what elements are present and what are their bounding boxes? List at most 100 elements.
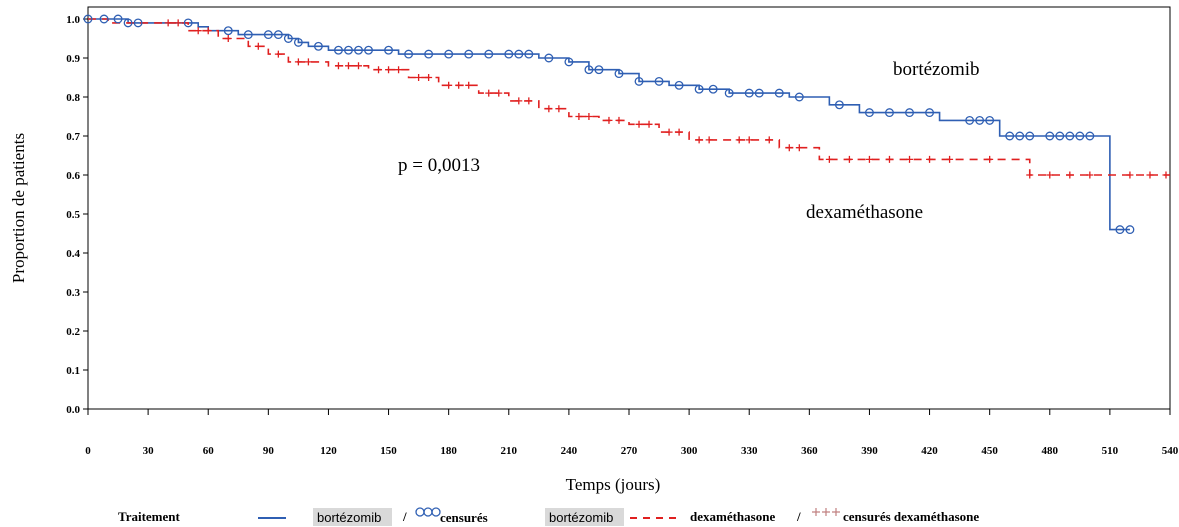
bortezomib-censor-marker bbox=[1015, 131, 1025, 141]
bortezomib-censor-marker bbox=[1005, 131, 1015, 141]
dexamethasone-censor-marker bbox=[705, 136, 713, 144]
dexamethasone-censor-marker bbox=[294, 58, 302, 66]
y-tick-label: 1.0 bbox=[66, 14, 80, 26]
bortezomib-censor-marker bbox=[925, 108, 935, 118]
x-tick-label: 480 bbox=[1042, 445, 1059, 457]
dexamethasone-censor-marker bbox=[555, 105, 563, 113]
dexamethasone-censor-marker bbox=[825, 155, 833, 163]
dexamethasone-censor-marker bbox=[575, 113, 583, 120]
x-tick-label: 180 bbox=[440, 445, 457, 457]
bortezomib-censor-marker bbox=[354, 45, 363, 55]
series-layer bbox=[88, 18, 1170, 231]
bortezomib-censor-marker bbox=[123, 18, 133, 28]
p-value-annotation: p = 0,0013 bbox=[398, 155, 480, 176]
dexamethasone-censor-marker bbox=[545, 105, 553, 113]
legend-circle-icons bbox=[415, 507, 441, 517]
legend: Traitement bortézomib / censurés bortézo… bbox=[118, 507, 979, 526]
x-tick-label: 0 bbox=[85, 445, 91, 457]
dexamethasone-censor-marker bbox=[515, 97, 523, 105]
dexamethasone-censor-marker bbox=[906, 155, 914, 163]
dexamethasone-censor-marker bbox=[194, 27, 202, 35]
dexamethasone-annotation: dexaméthasone bbox=[806, 202, 923, 223]
legend-dexamethasone-label: dexaméthasone bbox=[690, 509, 775, 524]
dexamethasone-censor-marker bbox=[395, 66, 403, 74]
bortezomib-censor-marker bbox=[905, 108, 914, 118]
dexamethasone-censor-marker bbox=[845, 155, 853, 163]
dexamethasone-censor-marker bbox=[1146, 171, 1154, 179]
bortezomib-censor-marker bbox=[975, 115, 985, 125]
bortezomib-censor-marker bbox=[283, 34, 293, 43]
y-tick-label: 0.6 bbox=[66, 170, 80, 182]
bortezomib-censor-marker bbox=[344, 45, 353, 55]
bortezomib-censor-marker bbox=[864, 108, 874, 118]
dexamethasone-censor-marker bbox=[344, 62, 352, 70]
bortezomib-censor-marker bbox=[133, 18, 143, 28]
bortezomib-censor-marker bbox=[384, 45, 394, 55]
dexamethasone-censor-marker bbox=[485, 89, 493, 97]
dexamethasone-curve bbox=[88, 18, 1170, 176]
legend-censored-label: censurés bbox=[440, 510, 488, 525]
bortezomib-censor-marker bbox=[744, 88, 754, 98]
bortezomib-censor-marker bbox=[504, 49, 514, 59]
bortezomib-censor-marker bbox=[634, 76, 644, 86]
dexamethasone-censor-marker bbox=[885, 155, 893, 163]
dexamethasone-censor-marker bbox=[675, 128, 683, 136]
bortezomib-censor-marker bbox=[273, 30, 283, 40]
x-tick-label: 450 bbox=[981, 445, 998, 457]
bortezomib-censor-marker bbox=[243, 30, 253, 40]
dexamethasone-censor-marker bbox=[415, 74, 423, 81]
bortezomib-censor-marker bbox=[544, 53, 554, 63]
legend-circle-icon bbox=[415, 507, 425, 517]
dexamethasone-censor-marker bbox=[495, 89, 503, 97]
dexamethasone-censor-marker bbox=[615, 116, 623, 124]
x-tick-label: 270 bbox=[621, 445, 638, 457]
dexamethasone-censor-marker bbox=[585, 113, 593, 120]
dexamethasone-censor-marker bbox=[385, 66, 393, 74]
y-tick-label: 0.7 bbox=[66, 131, 80, 143]
legend-title: Traitement bbox=[118, 509, 181, 524]
bortezomib-censor-marker bbox=[263, 30, 273, 40]
x-tick-label: 390 bbox=[861, 445, 878, 457]
y-tick-label: 0.1 bbox=[66, 365, 80, 377]
bortezomib-censor-marker bbox=[674, 80, 684, 90]
x-tick-label: 240 bbox=[561, 445, 578, 457]
x-tick-label: 420 bbox=[921, 445, 938, 457]
dexamethasone-censor-marker bbox=[375, 66, 383, 74]
bortezomib-censor-marker bbox=[223, 26, 233, 36]
x-tick-label: 360 bbox=[801, 445, 818, 457]
dexamethasone-censor-marker bbox=[254, 42, 262, 50]
dexamethasone-censor-marker bbox=[926, 155, 934, 163]
y-tick-label: 0.5 bbox=[66, 209, 80, 221]
dexamethasone-censor-marker bbox=[1066, 171, 1074, 179]
legend-plus-icon bbox=[832, 508, 840, 516]
dexamethasone-censor-marker bbox=[334, 62, 342, 70]
bortezomib-censor-marker bbox=[754, 88, 764, 98]
dexamethasone-censor-marker bbox=[204, 27, 212, 35]
dexamethasone-censor-marker bbox=[525, 97, 533, 105]
y-tick-label: 0.0 bbox=[66, 404, 80, 416]
bortezomib-censor-marker bbox=[524, 49, 534, 59]
bortezomib-censor-marker bbox=[1045, 131, 1055, 141]
y-tick-label: 0.4 bbox=[66, 248, 80, 260]
x-tick-label: 510 bbox=[1102, 445, 1119, 457]
dexamethasone-censor-marker bbox=[445, 81, 453, 89]
bortezomib-censor-marker bbox=[1075, 131, 1085, 141]
legend-plus-icon bbox=[812, 508, 820, 516]
bortezomib-annotation: bortézomib bbox=[893, 59, 980, 80]
dexamethasone-censor-marker bbox=[785, 144, 793, 152]
tick-layer: 0 30 60 90 120 150 180 210 240 270 300 330 360 390 420… bbox=[66, 14, 1179, 457]
dexamethasone-censor-marker bbox=[1162, 171, 1170, 179]
y-tick-label: 0.9 bbox=[66, 53, 80, 65]
bortezomib-censor-marker bbox=[464, 49, 474, 59]
bortezomib-censor-marker bbox=[594, 65, 604, 75]
dexamethasone-censor-marker bbox=[304, 58, 312, 66]
legend-circle-icon bbox=[431, 507, 441, 517]
x-tick-label: 90 bbox=[263, 445, 275, 457]
bortezomib-censor-marker bbox=[424, 49, 434, 59]
legend-slash-2: / bbox=[796, 509, 801, 524]
x-tick-label: 150 bbox=[380, 445, 397, 457]
y-tick-label: 0.2 bbox=[66, 326, 80, 338]
dexamethasone-censor-marker bbox=[1026, 171, 1034, 179]
x-tick-label: 30 bbox=[143, 445, 155, 457]
